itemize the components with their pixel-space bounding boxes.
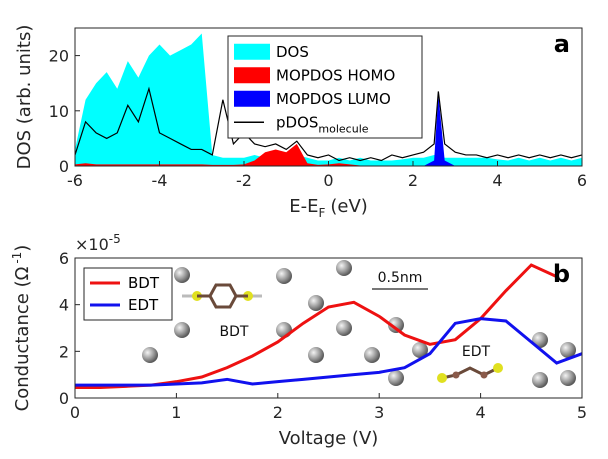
legend-swatch — [234, 44, 270, 60]
y-tick-label: 20 — [49, 47, 69, 66]
x-tick-label: 1 — [171, 403, 181, 422]
legend-name: MOPDOS LUMO — [276, 90, 391, 108]
legend-label: MOPDOS HOMO — [276, 66, 395, 84]
x-label-sub: F — [318, 206, 325, 220]
y-axis-label: DOS (arb. units) — [14, 25, 35, 170]
legend-swatch — [234, 67, 270, 83]
legend-name: BDT — [128, 274, 160, 292]
y-label-sup: -1 — [10, 252, 24, 264]
x-tick-label: 4 — [492, 171, 502, 190]
x-tick-label: 3 — [374, 403, 384, 422]
x-tick-label: 2 — [408, 171, 418, 190]
x-tick-label: 2 — [273, 403, 283, 422]
x-label-main: E-E — [289, 196, 318, 217]
y-exponent: ×10-5 — [75, 232, 121, 254]
y-tick-label: 10 — [49, 102, 69, 121]
legend-label: BDT — [128, 274, 160, 292]
x-tick-label: -6 — [67, 171, 83, 190]
annotation: BDT — [220, 324, 249, 340]
legend-name: DOS — [276, 43, 309, 61]
x-tick-label: 6 — [577, 171, 587, 190]
x-tick-label: 0 — [70, 403, 80, 422]
y-label-close: ) — [12, 245, 33, 252]
x-tick-label: -2 — [236, 171, 252, 190]
legend-name: pDOS — [276, 113, 318, 131]
annotation: 0.5nm — [378, 270, 423, 286]
x-axis-label: E-EF (eV) — [289, 196, 368, 220]
y-tick-label: 0 — [59, 157, 69, 176]
legend-label: EDT — [128, 296, 159, 314]
panel-letter: a — [554, 30, 570, 58]
legend-label: DOS — [276, 43, 309, 61]
x-tick-label: 4 — [476, 403, 486, 422]
y-tick-label: 0 — [59, 389, 69, 408]
legend-name: EDT — [128, 296, 159, 314]
y-tick-label: 4 — [59, 296, 69, 315]
y-tick-label: 2 — [59, 342, 69, 361]
x-tick-label: 5 — [577, 403, 587, 422]
y-axis-label: Conductance (Ω -1) — [10, 245, 33, 412]
exponent-power: -5 — [109, 232, 121, 246]
figure: -6-4-2024601020E-EF(eV)DOS (arb. units)a… — [0, 0, 608, 459]
y-label-main: Conductance (Ω — [12, 266, 33, 411]
legend-label: MOPDOS LUMO — [276, 90, 391, 108]
legend-sub: molecule — [318, 122, 368, 135]
legend-name: MOPDOS HOMO — [276, 66, 395, 84]
x-tick-label: 0 — [323, 171, 333, 190]
y-tick-label: 6 — [59, 249, 69, 268]
x-axis-label: Voltage (V) — [279, 428, 379, 449]
annotation: EDT — [462, 344, 491, 360]
panel-letter: b — [553, 260, 570, 288]
x-tick-label: -4 — [152, 171, 168, 190]
exponent-base: ×10 — [75, 235, 109, 254]
legend-swatch — [234, 91, 270, 107]
x-label-unit: (eV) — [330, 196, 367, 217]
